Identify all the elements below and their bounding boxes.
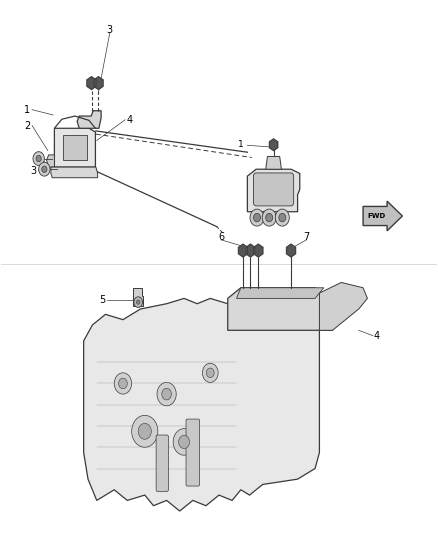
- Circle shape: [262, 209, 276, 226]
- Circle shape: [266, 213, 273, 222]
- Polygon shape: [228, 288, 332, 330]
- FancyBboxPatch shape: [186, 419, 200, 486]
- Polygon shape: [319, 282, 367, 330]
- Circle shape: [179, 435, 190, 449]
- Text: FWD: FWD: [367, 213, 385, 219]
- Text: 6: 6: [218, 232, 224, 243]
- Circle shape: [137, 300, 140, 304]
- Circle shape: [39, 163, 50, 176]
- Circle shape: [276, 209, 289, 226]
- FancyBboxPatch shape: [254, 173, 293, 206]
- Circle shape: [36, 156, 41, 162]
- Circle shape: [162, 388, 171, 400]
- Polygon shape: [46, 155, 54, 167]
- Text: 5: 5: [99, 295, 106, 305]
- Circle shape: [134, 297, 143, 308]
- Circle shape: [254, 213, 261, 222]
- Circle shape: [33, 152, 44, 165]
- Polygon shape: [254, 244, 263, 257]
- Polygon shape: [54, 128, 95, 167]
- Polygon shape: [84, 298, 319, 511]
- Text: 3: 3: [107, 25, 113, 35]
- Polygon shape: [237, 288, 324, 298]
- Circle shape: [206, 368, 214, 377]
- Circle shape: [279, 213, 286, 222]
- Polygon shape: [87, 77, 96, 90]
- Circle shape: [132, 415, 158, 447]
- Text: 7: 7: [303, 232, 310, 243]
- Polygon shape: [266, 157, 282, 169]
- Polygon shape: [77, 111, 101, 128]
- Circle shape: [157, 382, 176, 406]
- Polygon shape: [63, 135, 87, 160]
- Polygon shape: [286, 244, 296, 257]
- Circle shape: [119, 378, 127, 389]
- Circle shape: [202, 364, 218, 382]
- Circle shape: [42, 166, 47, 172]
- Text: 4: 4: [374, 330, 380, 341]
- Polygon shape: [133, 288, 144, 306]
- Polygon shape: [51, 167, 98, 177]
- Text: 1: 1: [24, 104, 30, 115]
- Polygon shape: [246, 244, 255, 257]
- Polygon shape: [247, 169, 300, 212]
- Polygon shape: [269, 139, 278, 151]
- Circle shape: [138, 423, 151, 439]
- Circle shape: [173, 429, 195, 455]
- Circle shape: [250, 209, 264, 226]
- Text: 2: 2: [24, 120, 30, 131]
- Text: 3: 3: [31, 166, 37, 176]
- Text: 4: 4: [127, 115, 133, 125]
- Polygon shape: [94, 77, 103, 90]
- Polygon shape: [238, 244, 247, 257]
- Circle shape: [114, 373, 132, 394]
- Text: 1: 1: [238, 140, 244, 149]
- FancyBboxPatch shape: [156, 435, 168, 491]
- Polygon shape: [363, 201, 403, 231]
